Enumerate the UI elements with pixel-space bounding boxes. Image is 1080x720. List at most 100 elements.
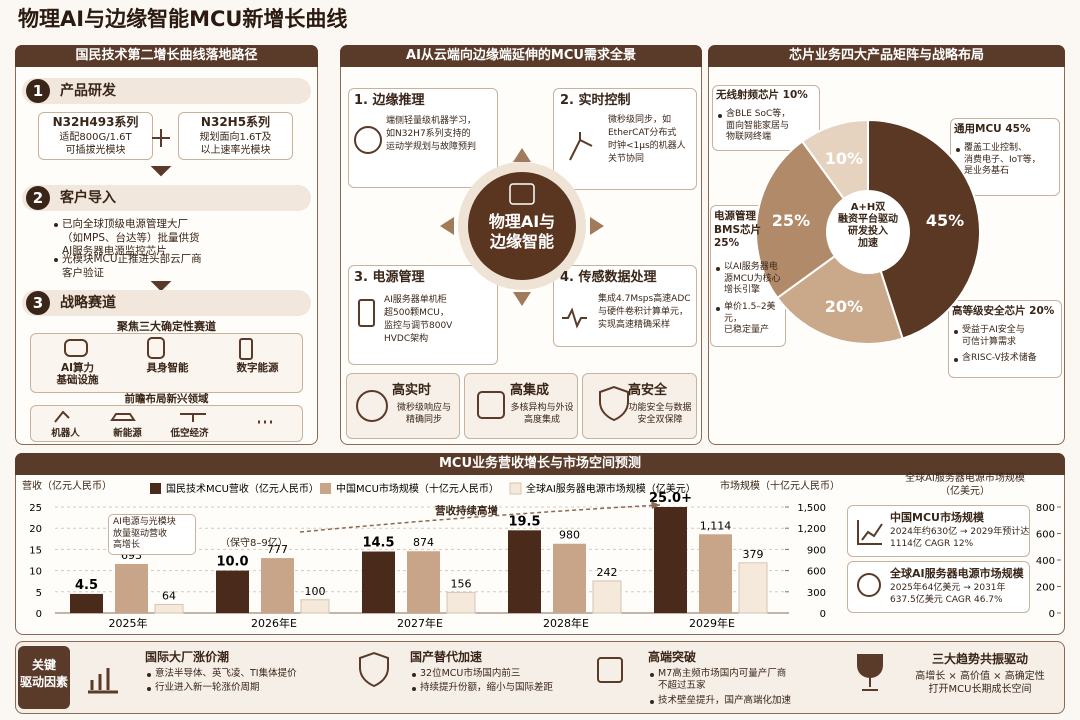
bar-value-label: 4.5 (75, 578, 98, 593)
product-name: N32H5系列 (200, 115, 271, 129)
callout-bullet: 含RISC-V技术储备 (954, 353, 1056, 365)
panel-header: 国民技术第二增长曲线落地路径 (15, 45, 318, 67)
pie-label: 10% (825, 149, 863, 168)
feature-title: 高安全 (628, 383, 668, 398)
y2-tick-label: 0 (820, 609, 826, 620)
bar-value-label: 874 (413, 536, 434, 549)
trend-arrowhead (651, 501, 660, 509)
bar (699, 534, 732, 613)
annotation-bubble: AI电源与光模块 放量驱动营收 高增长 (108, 514, 196, 556)
axis-label: 全球AI服务器电源市场规模 （亿美元） (905, 473, 1025, 497)
bar (553, 543, 586, 613)
quadrant-text: 集成4.7Msps高速ADC 与硬件卷积计算单元， 实现高速精确采样 (598, 294, 691, 331)
callout-bullet: 单价1.5–2美元， 已稳定量产 (716, 302, 782, 337)
callout-box (948, 300, 1062, 378)
callout-title: 无线射频芯片 10% (716, 89, 808, 101)
pie-slice (755, 139, 870, 300)
bar-value-label: 379 (743, 548, 764, 561)
legend-label: 中国MCU市场规模（十亿元人民币） (336, 482, 499, 495)
stopwatch-icon (356, 390, 388, 422)
quadrant-box (553, 265, 697, 347)
pie-hole (826, 190, 910, 274)
callout-bullet: 以AI服务器电 源MCU为核心 增长引擎 (716, 262, 781, 296)
callout-title: 电源管理 BMS芯片 25% (714, 210, 762, 250)
pie-label: 25% (772, 211, 810, 230)
y-tick-label: 25 (29, 503, 42, 514)
forecast-title: 中国MCU市场规模 (890, 511, 984, 524)
y-tick-label: 15 (29, 545, 42, 556)
driver-bullet: 持续提升份额，缩小与国际差距 (412, 682, 600, 694)
product-desc: 规划面向1.6T及 以上速率光模块 (199, 132, 272, 156)
feature-box (464, 373, 578, 439)
frontier-item: 新能源 (113, 428, 142, 439)
callout-bullet: 覆盖工业控制、 消费电子、IoT等， 是业务基石 (956, 143, 1054, 178)
driver-bullet: 行业进入新一轮涨价周期 (147, 682, 335, 694)
axis-label: 营收（亿元人民币） (22, 481, 112, 492)
bar-value-label: 64 (162, 590, 176, 603)
subheading: 前瞻布局新兴领域 (124, 393, 209, 405)
hub-label: 物理AI与 边缘智能 (488, 212, 556, 251)
bar (154, 604, 184, 614)
y2-tick-label: 900 (807, 545, 826, 556)
feature-title: 高集成 (510, 383, 550, 398)
pie-slice (867, 118, 981, 340)
quadrant-box (348, 88, 498, 188)
focus-item: 数字能源 (236, 362, 279, 374)
trophy-icon (857, 654, 883, 691)
feature-text: 多核异构与外设 高度集成 (510, 403, 574, 425)
page-title: 物理AI与边缘智能MCU新增长曲线 (18, 7, 348, 31)
feature-box (346, 373, 460, 439)
bar (115, 564, 148, 613)
y2-tick-label: 1,200 (797, 524, 826, 535)
feature-text: 功能安全与数据 安全双保障 (628, 403, 692, 425)
driver-bullet: 意法半导体、英飞凌、TI集体提价 (147, 668, 335, 680)
bar-value-label: 100 (305, 585, 326, 598)
feature-title: 高实时 (392, 383, 432, 398)
drivers-panel (15, 641, 1065, 714)
down-arrow (150, 166, 172, 292)
legend-label: 国民技术MCU营收（亿元人民币） (166, 482, 319, 495)
bar-value-label: 10.0 (216, 555, 248, 570)
bar-value-label: 980 (559, 529, 580, 542)
frontier-box (30, 405, 303, 442)
quadrant-title: 1. 边缘推理 (354, 93, 425, 108)
annotation: 营收持续高增 (435, 505, 498, 517)
shield-icon (599, 385, 629, 422)
forecast-box (847, 561, 1030, 613)
battery-icon (239, 338, 253, 360)
bars-icon (88, 668, 118, 694)
bar-value-label: 156 (451, 577, 472, 590)
bar (407, 551, 440, 613)
forecast-text: 2025年64亿美元 → 2031年 637.5亿美元 CAGR 46.7% (890, 583, 1006, 605)
annotation: （保守8–9亿） (220, 538, 288, 549)
driver-title: 高端突破 (648, 650, 697, 664)
legend-label: 全球AI服务器电源市场规模（亿美元） (526, 482, 696, 495)
pie-label: 20% (825, 297, 863, 316)
hub-core (468, 172, 576, 280)
cloud-icon (64, 339, 88, 357)
focus-box (30, 333, 303, 393)
bar (70, 593, 103, 613)
quadrant-text: AI服务器单机柜 超500颗MCU， 监控与调节800V HVDC架构 (384, 295, 453, 345)
drivers-label-box (18, 646, 70, 709)
callout-bullet: 受益于AI安全与 可信计算需求 (954, 325, 1056, 348)
product-box (38, 112, 153, 160)
plus-sign (152, 129, 170, 147)
pie-center-label: A+H双 融资平台驱动 研发投入 加速 (838, 202, 898, 249)
bar (300, 599, 330, 614)
shield-icon (359, 651, 389, 688)
y-tick-label: 0 (36, 609, 42, 620)
bar (362, 551, 395, 613)
chip-icon (597, 657, 623, 683)
step-number: 2 (26, 186, 50, 210)
forecast-text: 2024年约630亿 → 2029年预计达 1114亿 CAGR 12% (890, 527, 1030, 549)
ai-head-icon (354, 126, 382, 154)
driver-title: 国产替代加速 (410, 650, 483, 664)
step-number: 3 (26, 291, 50, 315)
globe-icon (857, 573, 881, 597)
frontier-item: 机器人 (51, 428, 80, 439)
x-tick-label: 2025年 (109, 616, 148, 630)
bar (446, 591, 476, 614)
y3-tick-label: 200 (1036, 583, 1055, 594)
